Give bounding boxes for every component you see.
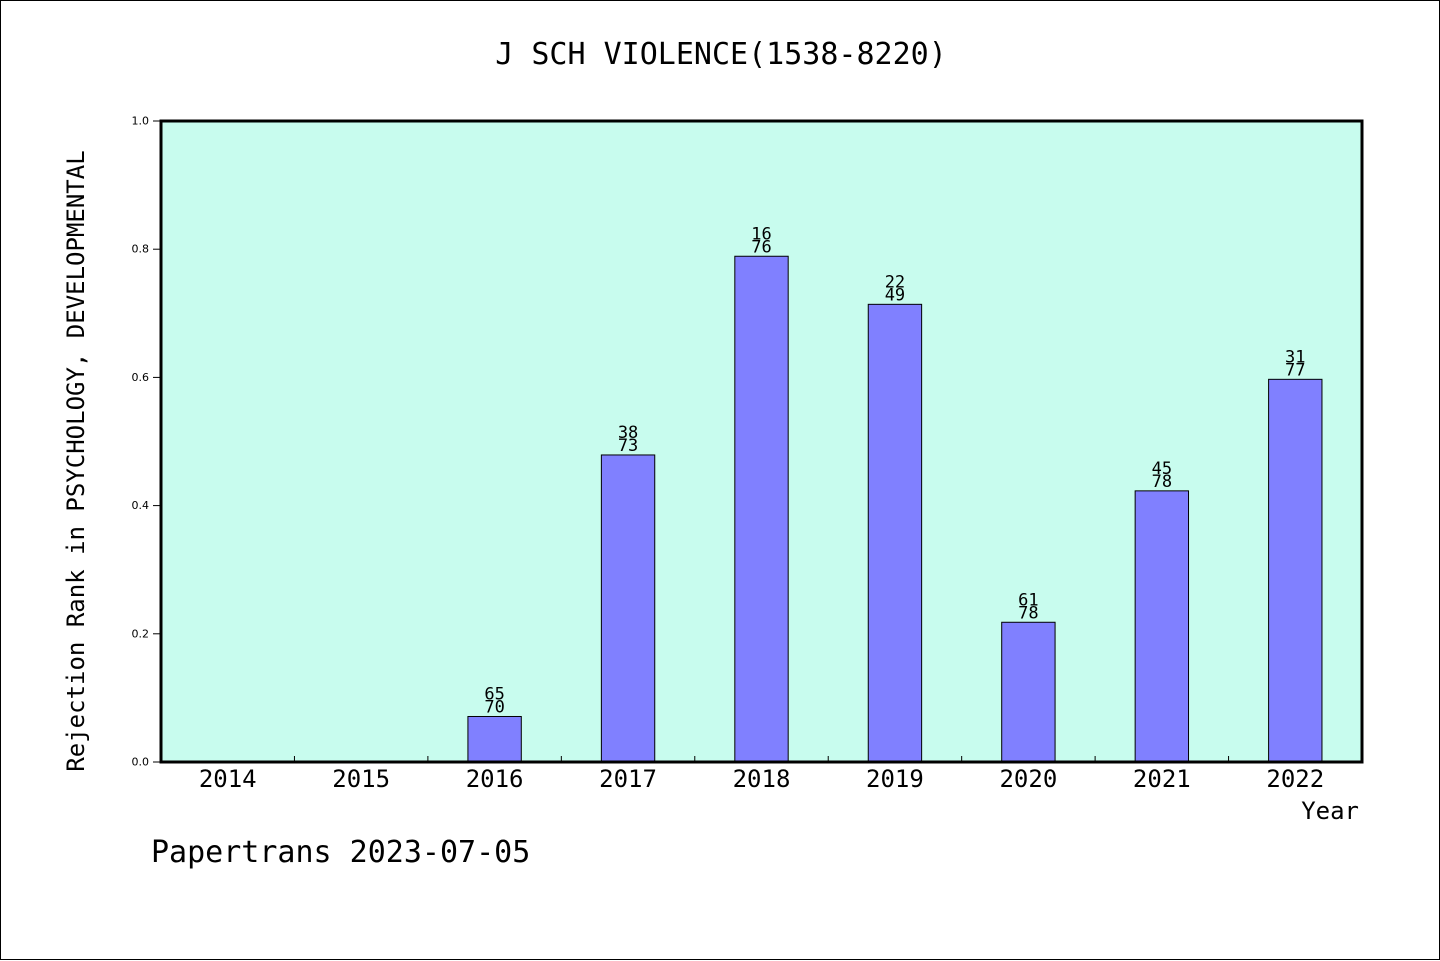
plot-border <box>159 119 1364 764</box>
bar-label-bottom: 77 <box>1285 360 1305 380</box>
bar-label-top: 31 <box>1285 347 1305 367</box>
x-tick-label: 2022 <box>1266 765 1324 793</box>
bar <box>1001 621 1056 763</box>
bar-label-bottom: 70 <box>484 697 504 717</box>
x-tick-label: 2018 <box>733 765 791 793</box>
bar-label-top: 45 <box>1152 459 1172 479</box>
bar-label-bottom: 49 <box>885 285 905 305</box>
bar-label-top: 16 <box>751 224 771 244</box>
footer-credit: Papertrans 2023-07-05 <box>151 835 531 870</box>
bar-label-bottom: 73 <box>618 436 638 456</box>
y-tick-label: 0.8 <box>132 243 150 256</box>
x-tick-label: 2019 <box>866 765 924 793</box>
bar <box>467 715 522 763</box>
bar <box>867 303 923 763</box>
bar-label-bottom: 76 <box>751 237 771 257</box>
bar-label-top: 38 <box>618 423 638 443</box>
x-tick-label: 2021 <box>1133 765 1191 793</box>
y-tick-label: 0.0 <box>132 756 150 769</box>
y-tick-label: 0.4 <box>132 499 150 512</box>
y-tick-label: 0.6 <box>132 371 150 384</box>
y-tick-label: 0.2 <box>132 627 150 640</box>
x-tick-label: 2017 <box>599 765 657 793</box>
bar <box>1134 490 1190 763</box>
bar <box>734 255 789 763</box>
x-axis-label: Year <box>1301 797 1359 825</box>
bar-label-top: 61 <box>1018 590 1038 610</box>
bar-label-bottom: 78 <box>1152 472 1172 492</box>
x-tick-label: 2015 <box>332 765 390 793</box>
y-tick-label: 1.0 <box>132 115 150 128</box>
bar <box>1268 378 1323 763</box>
bar <box>600 454 656 763</box>
x-tick-label: 2016 <box>466 765 524 793</box>
chart-title: J SCH VIOLENCE(1538-8220) <box>495 37 947 72</box>
x-tick-label: 2020 <box>999 765 1057 793</box>
bar-label-bottom: 78 <box>1018 603 1038 623</box>
x-tick-label: 2014 <box>199 765 257 793</box>
bar-label-top: 22 <box>885 272 905 292</box>
bar-label-top: 65 <box>484 684 504 704</box>
